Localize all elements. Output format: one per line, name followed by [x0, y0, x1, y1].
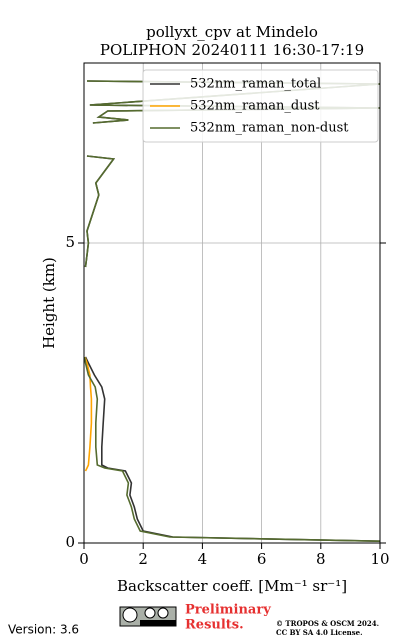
legend-label: 532nm_raman_dust [190, 99, 320, 114]
plot-area [84, 80, 380, 542]
y-tick-label: 5 [65, 233, 75, 251]
chart-title: pollyxt_cpv at Mindelo [146, 23, 318, 41]
series-line [84, 80, 380, 542]
x-tick-label: 10 [370, 550, 389, 568]
y-axis-label: Height (km) [40, 257, 58, 349]
x-tick-label: 6 [257, 550, 267, 568]
cc-logo [119, 606, 177, 627]
series-line [84, 356, 93, 472]
x-tick-label: 0 [79, 550, 89, 568]
legend-box [142, 69, 379, 143]
notice: Preliminary [185, 603, 271, 618]
plot-frame [83, 62, 381, 544]
x-tick-label: 8 [316, 550, 326, 568]
copyright: © TROPOS & OSCM 2024. [276, 619, 379, 628]
series-line [84, 80, 380, 542]
legend-label: 532nm_raman_total [190, 77, 321, 92]
legend-label: 532nm_raman_non-dust [190, 121, 349, 136]
y-tick-label: 0 [65, 533, 75, 551]
x-tick-label: 4 [198, 550, 208, 568]
x-tick-label: 2 [138, 550, 148, 568]
notice: Results. [185, 618, 244, 633]
version: Version: 3.6 [8, 623, 79, 637]
copyright: CC BY SA 4.0 License. [276, 628, 363, 637]
chart-subtitle: POLIPHON 20240111 16:30-17:19 [100, 41, 364, 59]
x-axis-label: Backscatter coeff. [Mm⁻¹ sr⁻¹] [117, 577, 347, 595]
